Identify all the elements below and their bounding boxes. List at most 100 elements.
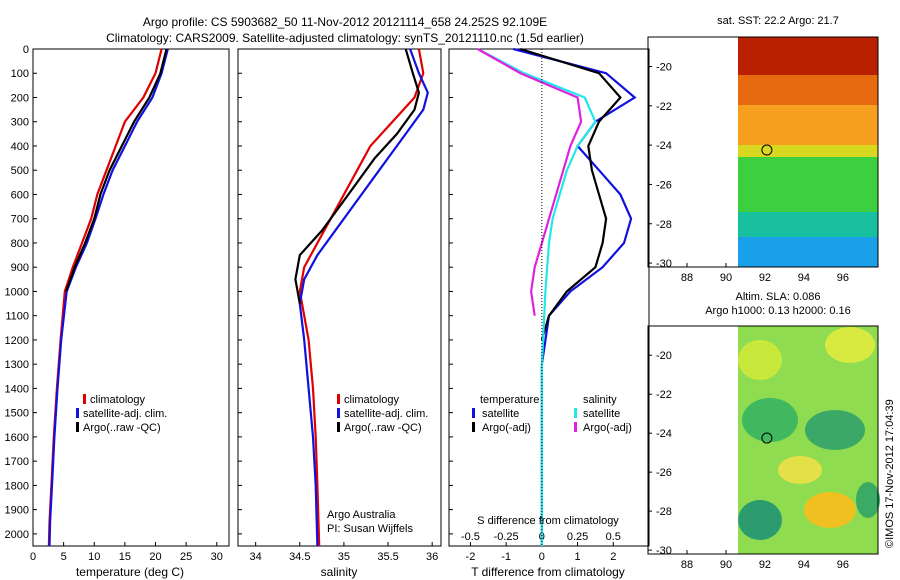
figure-title-line1: Argo profile: CS 5903682_50 11-Nov-2012 … (143, 15, 547, 29)
legend-swatch-argo (337, 422, 340, 432)
profile-line-t-argo (520, 47, 622, 341)
profile-line-argo (294, 48, 421, 304)
temperature-legend: climatology satellite-adj. clim. Argo(..… (76, 394, 167, 434)
y-tick-label: 1000 (5, 286, 29, 298)
y-tick-label: 2000 (5, 529, 29, 541)
sst-band-green (738, 157, 878, 212)
x-tick-label: 0 (30, 551, 36, 563)
legend-swatch-climatology (337, 394, 340, 404)
argo-position-marker (761, 432, 773, 444)
legend-swatch-satellite (76, 408, 79, 418)
map-y-tick-label: -30 (656, 545, 672, 557)
y-tick-label: 300 (11, 117, 29, 129)
s-tick-label: 0.5 (606, 531, 621, 543)
x-tick-label: 35.5 (377, 551, 398, 563)
legend-label-t-argo: Argo(-adj) (482, 422, 531, 434)
figure-title-line2: Climatology: CARS2009. Satellite-adjuste… (106, 31, 584, 45)
legend-title-temperature: temperature (480, 394, 539, 406)
map-y-tick-label: -28 (656, 506, 672, 518)
sst-band-cool (738, 237, 878, 267)
sst-map-title: sat. SST: 22.2 Argo: 21.7 (717, 15, 839, 27)
map-x-tick-label: 94 (798, 272, 810, 284)
y-tick-label: 700 (11, 214, 29, 226)
sla-patch (856, 482, 880, 518)
legend-label-climatology: climatology (344, 394, 400, 406)
map-y-tick-label: -28 (656, 219, 672, 231)
legend-swatch-s-satellite (574, 408, 577, 418)
map-x-tick-label: 88 (681, 559, 693, 571)
map-y-tick-label: -20 (656, 350, 672, 362)
y-tick-label: 100 (11, 68, 29, 80)
legend-swatch-climatology (83, 394, 86, 404)
sla-patch (738, 340, 782, 380)
y-tick-label: 1100 (5, 311, 29, 323)
salinity-xlabel: salinity (321, 565, 358, 579)
map-y-tick-label: -26 (656, 179, 672, 191)
difference-legend: temperature salinity satellite Argo(-adj… (472, 394, 632, 527)
y-tick-label: 1900 (5, 505, 29, 517)
sla-patch (742, 398, 798, 442)
x-tick-label: 5 (61, 551, 67, 563)
x-tick-label: 25 (180, 551, 192, 563)
x-tick-label: -1 (501, 551, 511, 563)
imos-timestamp: ©IMOS 17-Nov-2012 17:04:39 (884, 399, 896, 548)
profile-line-argo (65, 48, 168, 292)
y-tick-label: 500 (11, 165, 29, 177)
sst-band-warmest (738, 37, 878, 75)
legend-swatch-s-argo (574, 422, 577, 432)
sla-patch (825, 327, 875, 363)
map-x-tick-label: 92 (759, 559, 771, 571)
map-x-tick-label: 90 (720, 559, 732, 571)
x-tick-label: 35 (338, 551, 350, 563)
y-tick-label: 600 (11, 189, 29, 201)
temperature-axes (32, 48, 230, 547)
legend-label-satellite: satellite-adj. clim. (83, 408, 167, 420)
x-tick-label: 30 (211, 551, 223, 563)
map-y-tick-label: -24 (656, 428, 672, 440)
legend-label-climatology: climatology (90, 394, 146, 406)
argo-position-marker (761, 144, 773, 156)
y-tick-label: 0 (23, 44, 29, 56)
x-tick-label: 15 (119, 551, 131, 563)
y-tick-label: 1400 (5, 383, 29, 395)
map-y-tick-label: -22 (656, 101, 672, 113)
map-y-tick-label: -26 (656, 467, 672, 479)
profile-line-s-argo (477, 48, 583, 316)
y-tick-label: 200 (11, 92, 29, 104)
x-tick-label: 0 (539, 551, 545, 563)
sla-patch (778, 456, 822, 484)
sla-map (738, 326, 880, 554)
sla-patch (805, 410, 865, 450)
salinity-legend: climatology satellite-adj. clim. Argo(..… (327, 394, 428, 535)
credit-line2: PI: Susan Wijffels (327, 523, 413, 535)
legend-label-satellite: satellite-adj. clim. (344, 408, 428, 420)
profile-line-satellite (298, 48, 429, 547)
legend-title-salinity: salinity (583, 394, 617, 406)
profile-line-satellite (48, 48, 169, 547)
sst-band-mid (738, 105, 878, 145)
sla-map-axes (647, 325, 879, 555)
profile-line-s-satellite (477, 48, 597, 546)
map-x-tick-label: 96 (837, 272, 849, 284)
legend-swatch-t-satellite (472, 408, 475, 418)
profile-lines (47, 47, 637, 547)
difference-axes (448, 48, 650, 547)
sla-map-title-line2: Argo h1000: 0.13 h2000: 0.16 (705, 305, 851, 317)
temperature-xlabel: temperature (deg C) (76, 565, 184, 579)
profile-line-climatology (298, 48, 425, 547)
credit-line1: Argo Australia (327, 509, 396, 521)
y-tick-label: 1800 (5, 480, 29, 492)
sst-band-yellow (738, 145, 878, 157)
s-tick-label: -0.5 (461, 531, 480, 543)
map-y-tick-label: -24 (656, 140, 672, 152)
sst-band-teal (738, 212, 878, 237)
y-tick-label: 1700 (5, 456, 29, 468)
legend-label-s-satellite: satellite (583, 408, 620, 420)
x-tick-label: 34.5 (289, 551, 310, 563)
sla-patch (804, 492, 856, 528)
y-tick-label: 1600 (5, 432, 29, 444)
sst-map (738, 37, 878, 267)
y-tick-label: 1200 (5, 335, 29, 347)
y-tick-label: 800 (11, 238, 29, 250)
x-tick-label: 20 (149, 551, 161, 563)
